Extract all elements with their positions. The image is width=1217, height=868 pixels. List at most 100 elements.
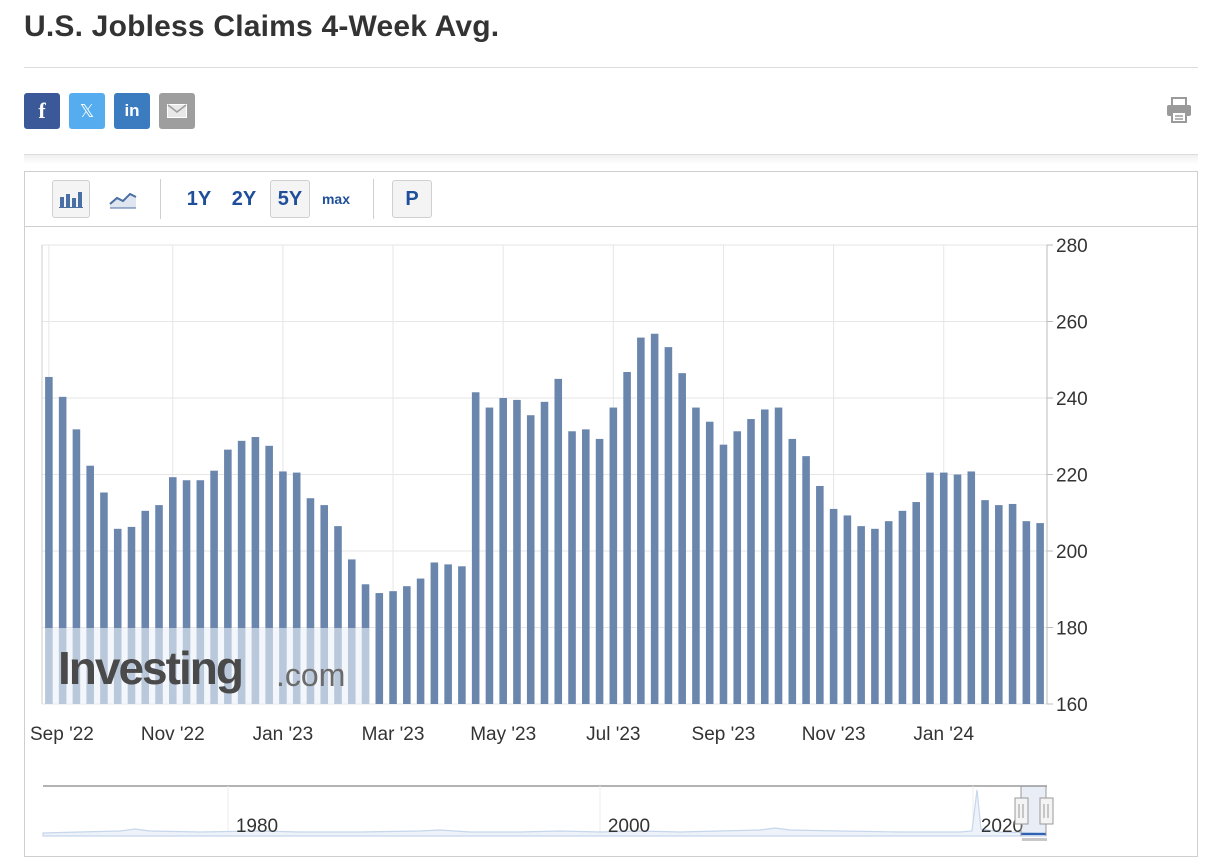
bar[interactable] [403, 586, 411, 704]
bar[interactable] [389, 591, 397, 704]
p-button[interactable]: P [392, 180, 432, 218]
bar[interactable] [774, 407, 783, 704]
bar[interactable] [45, 376, 53, 704]
bar[interactable] [871, 528, 879, 704]
bar[interactable] [86, 465, 94, 704]
bar[interactable] [650, 333, 659, 704]
bar[interactable] [637, 337, 645, 704]
bar[interactable] [1008, 503, 1017, 704]
watermark-brand: Investing [58, 642, 242, 694]
bar[interactable] [169, 477, 177, 704]
bar[interactable] [471, 392, 480, 704]
navigator-handle-left[interactable] [1014, 786, 1029, 836]
range-max-button[interactable]: max [321, 191, 351, 207]
bar[interactable] [981, 500, 989, 704]
facebook-icon: f [38, 98, 46, 123]
navigator-handle-right[interactable] [1039, 786, 1054, 836]
bar[interactable] [513, 399, 521, 704]
bar[interactable] [582, 429, 590, 704]
bar[interactable] [595, 438, 604, 704]
chart-container: 1Y 2Y 5Y max P [24, 171, 1198, 857]
area-chart-icon [109, 192, 137, 209]
email-share-button[interactable] [159, 93, 195, 129]
bar[interactable] [58, 396, 67, 704]
facebook-share-button[interactable]: f [24, 93, 60, 129]
range-1y-button[interactable]: 1Y [186, 187, 212, 210]
bar[interactable] [182, 480, 191, 704]
bar[interactable] [292, 472, 301, 704]
bar[interactable] [458, 566, 466, 704]
bar[interactable] [664, 347, 673, 704]
bar[interactable] [430, 562, 439, 704]
bar[interactable] [1022, 521, 1031, 704]
bar[interactable] [705, 421, 714, 704]
bar[interactable] [196, 480, 205, 704]
bar[interactable] [72, 429, 81, 704]
bar[interactable] [816, 485, 824, 704]
bar[interactable] [141, 510, 150, 704]
email-icon [167, 104, 187, 118]
bar[interactable] [939, 472, 948, 704]
bar[interactable] [444, 564, 452, 704]
bar[interactable] [719, 444, 728, 704]
bar[interactable] [829, 508, 838, 704]
bar[interactable] [568, 431, 576, 704]
bar[interactable] [967, 471, 976, 704]
bar[interactable] [320, 505, 329, 704]
linkedin-share-button[interactable]: in [114, 93, 150, 129]
y-tick-label: 240 [1056, 389, 1088, 410]
bar[interactable] [540, 401, 549, 704]
bar[interactable] [485, 407, 494, 704]
bar[interactable] [113, 528, 122, 704]
bar[interactable] [788, 438, 797, 704]
bar[interactable] [334, 526, 342, 704]
bar[interactable] [912, 502, 920, 704]
range-2y-button[interactable]: 2Y [231, 187, 257, 210]
bar[interactable] [1036, 523, 1044, 704]
x-tick-label: Jan '24 [913, 724, 974, 745]
bar[interactable] [953, 474, 962, 705]
bar[interactable] [760, 409, 769, 704]
bar[interactable] [416, 578, 425, 704]
bar[interactable] [499, 398, 507, 704]
area-chart-button[interactable] [104, 180, 142, 218]
bar[interactable] [375, 593, 384, 704]
bar[interactable] [265, 445, 273, 704]
bar[interactable] [224, 449, 232, 704]
print-icon[interactable] [1165, 96, 1193, 124]
x-tick-label: Jan '23 [253, 724, 314, 745]
bar[interactable] [747, 419, 755, 704]
bar[interactable] [155, 505, 163, 704]
bar[interactable] [678, 373, 686, 704]
bar[interactable] [251, 437, 260, 704]
bar[interactable] [898, 510, 907, 704]
bar[interactable] [526, 415, 535, 704]
navigator-scrollbar[interactable] [1022, 838, 1047, 841]
x-tick-label: May '23 [470, 724, 536, 745]
x-tick-label: Mar '23 [362, 724, 425, 745]
range-5y-button[interactable]: 5Y [270, 180, 310, 218]
bar[interactable] [884, 521, 893, 704]
bar[interactable] [857, 526, 865, 704]
bar[interactable] [692, 407, 700, 704]
bar[interactable] [926, 472, 934, 704]
bar[interactable] [609, 407, 618, 704]
y-tick-label: 220 [1056, 466, 1088, 487]
bar-chart-button[interactable] [52, 180, 90, 218]
twitter-share-button[interactable]: 𝕏 [69, 93, 105, 129]
navigator-label-1980: 1980 [236, 816, 278, 837]
bar[interactable] [210, 470, 218, 704]
x-axis: Sep '22 Nov '22 Jan '23 Mar '23 May '23 Jul '… [30, 724, 975, 745]
bar[interactable] [237, 440, 246, 704]
bar[interactable] [554, 378, 563, 704]
bar[interactable] [306, 498, 315, 704]
bar[interactable] [843, 515, 852, 704]
bar[interactable] [802, 456, 810, 704]
bar[interactable] [127, 526, 136, 704]
bar[interactable] [100, 492, 108, 704]
bar[interactable] [279, 471, 287, 704]
bar[interactable] [733, 431, 742, 704]
chart-toolbar: 1Y 2Y 5Y max P [25, 172, 1197, 227]
bar[interactable] [623, 371, 631, 704]
bar[interactable] [995, 505, 1003, 704]
